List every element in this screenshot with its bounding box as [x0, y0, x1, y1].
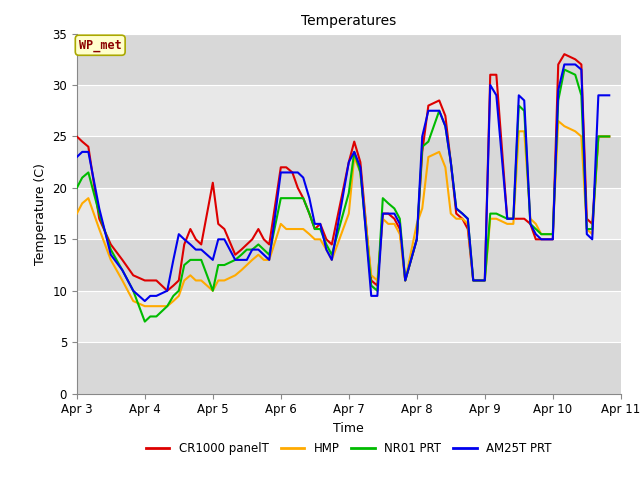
- Y-axis label: Temperature (C): Temperature (C): [34, 163, 47, 264]
- Bar: [77, 291, 621, 342]
- Bar: [77, 342, 621, 394]
- Bar: [77, 34, 621, 85]
- Title: Temperatures: Temperatures: [301, 14, 396, 28]
- X-axis label: Time: Time: [333, 422, 364, 435]
- Bar: [77, 240, 621, 291]
- Text: WP_met: WP_met: [79, 39, 122, 52]
- Bar: [77, 85, 621, 136]
- Bar: [77, 188, 621, 240]
- Bar: [77, 136, 621, 188]
- Legend: CR1000 panelT, HMP, NR01 PRT, AM25T PRT: CR1000 panelT, HMP, NR01 PRT, AM25T PRT: [141, 437, 556, 460]
